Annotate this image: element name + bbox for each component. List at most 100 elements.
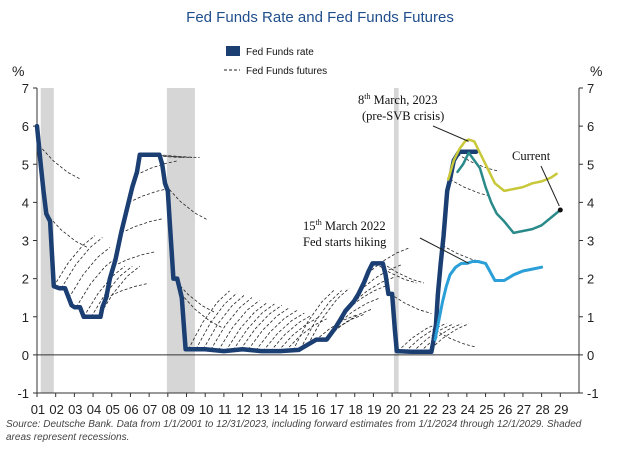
futures-curve [404,323,447,352]
y-tick-label-left: 6 [22,119,29,134]
futures-curve [75,256,118,308]
x-tick-label: 24 [461,402,475,417]
x-tick-label: 20 [386,402,400,417]
y-tick-label-right: -1 [587,386,599,401]
current-point-marker [557,207,563,213]
futures-curve [98,265,141,318]
x-tick-label: 14 [274,402,288,417]
x-tick-label: 15 [292,402,306,417]
futures-curve [300,290,342,349]
x-tick-label: 21 [404,402,418,417]
x-tick-label: 13 [255,402,269,417]
x-tick-label: 17 [330,402,344,417]
y-tick-label-right: 2 [587,272,594,287]
futures-curve [307,288,350,345]
x-tick-label: 03 [68,402,82,417]
recession-band-0 [40,88,54,393]
x-tick-label: 02 [49,402,63,417]
futures-curve [232,303,275,351]
legend-label-fed-funds-rate: Fed Funds rate [246,47,314,58]
futures-curve [128,187,170,203]
futures-curve [188,290,230,350]
axes: -1 -10 01 12 23 34 45 56 67 701 02 03 04 05 06 07 08 09 10… [17,81,598,417]
futures-curve [217,300,260,351]
futures-curve [360,264,402,291]
futures-curve [292,289,335,351]
annotation-text-0-line2: (pre-SVB crisis) [362,109,444,123]
x-tick-label: 08 [162,402,176,417]
annotation-pointer-1 [419,237,469,264]
series-line-3 [456,151,562,235]
futures-curve [225,302,268,352]
y-tick-label-left: 1 [22,310,29,325]
y-tick-label-left: -1 [17,386,29,401]
futures-curves [38,144,499,353]
futures-curve [262,312,305,352]
futures-curve [90,265,133,318]
futures-curve [277,316,320,352]
series-lines [34,123,562,355]
y-tick-label-left: 0 [22,348,29,363]
legend: Fed Funds rate Fed Funds futures [224,46,327,77]
y-tick-label-right: 3 [587,234,594,249]
y-axis-unit-left: % [12,63,24,79]
futures-curve [113,251,155,267]
futures-curve [195,292,238,350]
futures-curve [419,323,462,353]
futures-curve [330,308,372,335]
x-tick-label: 05 [105,402,119,417]
x-tick-label: 19 [367,402,381,417]
recession-band-2 [393,88,399,393]
legend-swatch-fed-funds-rate [226,46,240,56]
y-tick-label-left: 7 [22,81,29,96]
y-tick-label-right: 0 [587,348,594,363]
y-tick-label-left: 5 [22,157,29,172]
y-tick-label-right: 5 [587,157,594,172]
x-tick-label: 01 [31,402,45,417]
annotation-text-2: Current [512,149,551,163]
y-tick-label-left: 4 [22,195,29,210]
futures-curve [135,160,178,176]
annotation-text-1: 15th March 2022 [303,218,386,233]
x-tick-label: 29 [554,402,568,417]
annotation-pointer-2 [540,165,560,207]
annotations: 8th March, 2023 (pre-SVB crisis) 15th Marc… [303,92,563,264]
futures-curve [202,294,245,350]
x-tick-label: 28 [535,402,549,417]
futures-curve [38,144,81,180]
x-tick-label: 09 [180,402,194,417]
futures-curve [240,304,283,350]
legend-label-fed-funds-futures: Fed Funds futures [246,66,327,77]
series-line-2 [446,138,558,193]
chart-title: Fed Funds Rate and Fed Funds Futures [186,9,454,26]
futures-curve [53,235,96,287]
futures-curve [46,213,88,248]
source-note-line-1: Source: Deutsche Bank. Data from 1/1/200… [6,419,582,430]
futures-curve [83,265,126,318]
x-tick-label: 18 [348,402,362,417]
futures-curve [255,310,298,351]
futures-curve [165,185,208,220]
futures-curve [382,263,425,284]
x-tick-label: 26 [498,402,512,417]
futures-curve [247,307,290,350]
y-tick-label-right: 6 [587,119,594,134]
futures-curve [270,314,312,352]
x-tick-label: 27 [517,402,531,417]
y-tick-label-right: 7 [587,81,594,96]
x-tick-label: 22 [423,402,437,417]
futures-curve [345,285,387,312]
futures-curve [106,283,148,299]
annotation-pointer-0 [432,125,469,142]
futures-curve [158,154,200,158]
x-tick-label: 10 [199,402,213,417]
futures-curve [120,218,163,234]
source-note-line-2: areas represent recessions. [6,432,129,443]
y-axis-unit-right: % [590,63,602,79]
y-tick-label-right: 4 [587,195,594,210]
futures-curve [60,237,103,289]
futures-curve [434,329,477,348]
x-tick-label: 16 [311,402,325,417]
x-tick-label: 04 [87,402,101,417]
